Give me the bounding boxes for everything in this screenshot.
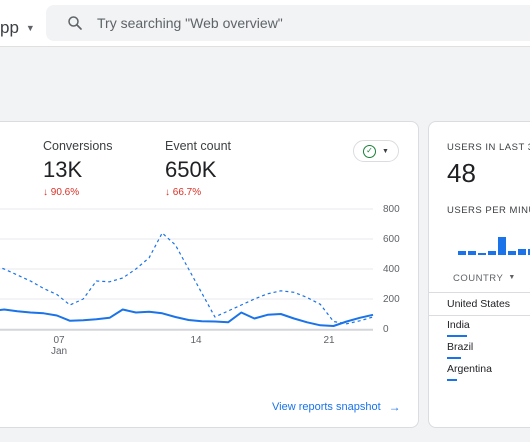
data-status-button[interactable]: ✓ ▼ [353,140,399,162]
minute-bar [468,251,476,255]
overview-card: Conversions 13K ↓ 90.6% Event count 650K… [0,121,419,428]
country-row[interactable]: Argentina [429,363,530,385]
country-header-label: COUNTRY [453,273,504,284]
users-per-minute-title: USERS PER MINUT [447,205,530,216]
property-selector[interactable]: pp ▼ [0,18,35,38]
country-share-bar [447,335,467,337]
metric-delta: ↓ 90.6% [43,187,80,198]
search-bar[interactable]: Try searching "Web overview" [46,5,530,41]
country-share-bar [447,357,462,359]
y-tick-label: 600 [383,234,400,245]
search-placeholder: Try searching "Web overview" [97,15,283,31]
chevron-down-icon: ▼ [382,147,389,155]
minute-bar [478,253,486,255]
country-row[interactable]: India [429,319,530,341]
chevron-down-icon: ▼ [25,23,35,33]
series-line-current [0,308,374,327]
check-circle-icon: ✓ [363,144,377,158]
series-line-previous [0,232,374,325]
country-row[interactable]: United States [429,292,530,316]
country-dimension-selector[interactable]: COUNTRY ▼ [453,273,516,284]
country-name: Brazil [447,341,474,353]
users-per-minute-chart [458,237,530,255]
view-link-label: View reports snapshot [272,401,381,413]
y-tick-label: 400 [383,264,400,275]
realtime-value: 48 [447,158,476,188]
minute-bar [458,251,466,255]
realtime-card: USERS IN LAST 30 48 USERS PER MINUT COUN… [428,121,530,428]
metric-conversions[interactable]: Conversions 13K ↓ 90.6% [43,139,112,198]
metric-delta: ↓ 66.7% [165,187,202,198]
y-tick-label: 0 [383,324,389,335]
minute-bar [528,249,530,255]
metric-label: Event count [165,139,232,153]
country-row[interactable]: Brazil [429,341,530,363]
property-name: pp [0,18,19,37]
country-name: United States [447,298,511,310]
arrow-right-icon: → [388,400,401,414]
country-name: India [447,319,470,331]
top-bar: pp ▼ Try searching "Web overview" [0,0,530,47]
chevron-down-icon: ▼ [508,274,516,281]
x-tick-sublabel: Jan [51,346,67,357]
country-share-bar [447,379,457,381]
minute-bar [488,251,496,255]
minute-bar [518,249,526,255]
x-tick-label: 21 [323,335,335,346]
x-tick-label: 14 [190,335,202,346]
minute-bar [508,251,516,255]
search-icon [68,16,82,30]
view-reports-snapshot-link[interactable]: View reports snapshot → [272,400,401,414]
country-name: Argentina [447,363,492,375]
metric-label: Conversions [43,139,113,153]
minute-bar [498,237,506,255]
metric-value: 650K [165,157,217,182]
y-tick-label: 200 [383,294,400,305]
x-tick-label: 07 [53,335,65,346]
y-tick-label: 800 [383,204,400,215]
metric-value: 13K [43,157,83,182]
realtime-title: USERS IN LAST 30 [447,142,530,153]
metric-event-count[interactable]: Event count 650K ↓ 66.7% [165,139,231,198]
